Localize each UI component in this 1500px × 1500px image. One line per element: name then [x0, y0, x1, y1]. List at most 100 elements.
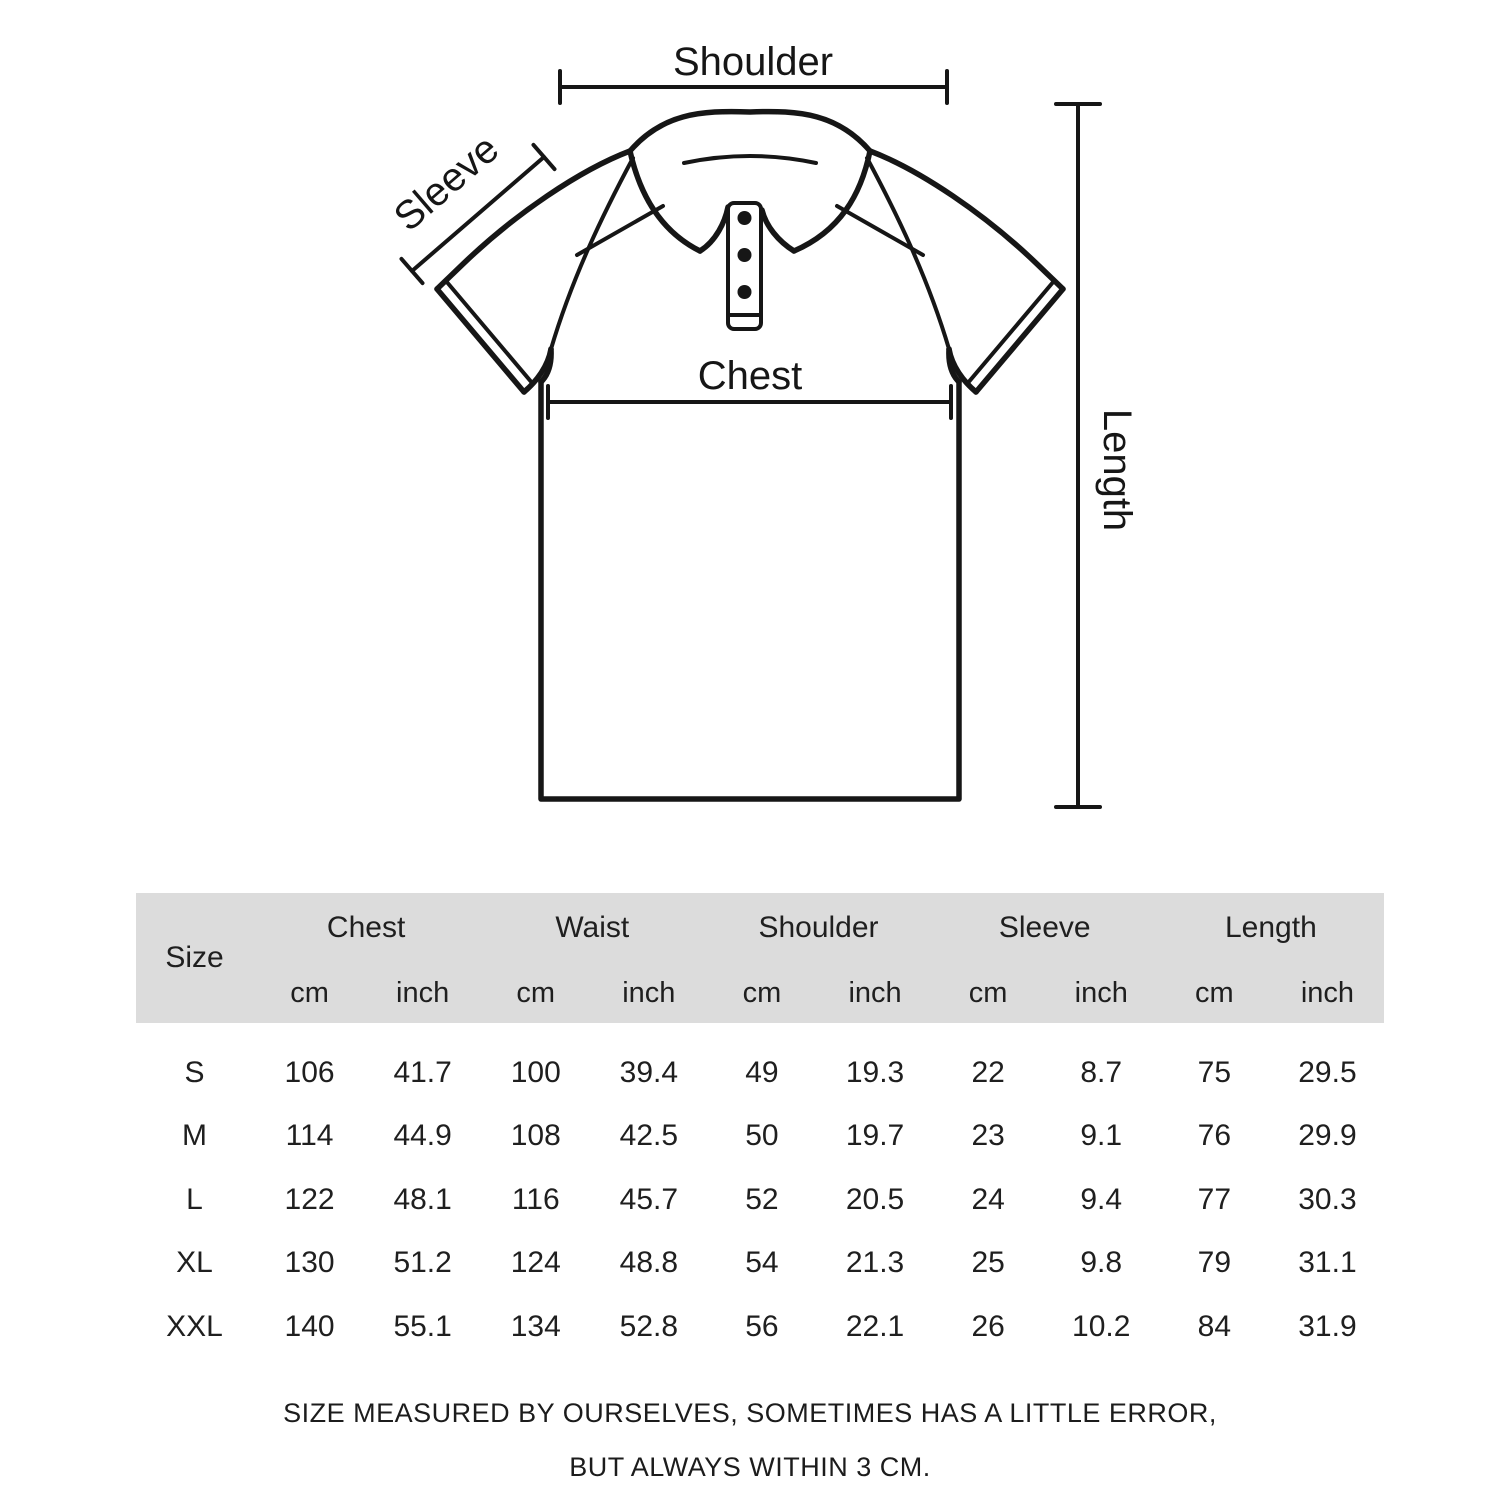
- sleeve-inch: 9.4: [1080, 1182, 1123, 1216]
- unit-header-chest-inch: inch: [396, 976, 450, 1009]
- size-value: L: [186, 1182, 203, 1216]
- table-row-xl: XL 130 51.2 124 48.8 54 21.3 25 9.8 79 3…: [136, 1232, 1384, 1296]
- sleeve-cm: 23: [971, 1119, 1005, 1153]
- disclaimer-line-1: SIZE MEASURED BY OURSELVES, SOMETIMES HA…: [283, 1398, 1217, 1428]
- right-collar-flap-inner: [759, 207, 797, 254]
- chest-inch: 48.1: [393, 1182, 452, 1216]
- waist-cm: 134: [510, 1309, 561, 1343]
- button-top: [737, 211, 752, 225]
- length-inch: 30.3: [1298, 1182, 1357, 1216]
- chest-inch: 55.1: [393, 1309, 452, 1343]
- left-collar-flap-inner: [697, 204, 731, 254]
- shoulder-inch: 19.7: [845, 1119, 905, 1153]
- polo-shirt-diagram: Shoulder Chest Length Sleeve: [386, 40, 1139, 809]
- waist-inch: 39.4: [619, 1055, 679, 1089]
- size-value: M: [182, 1119, 207, 1153]
- chest-dimension-line: [546, 384, 953, 420]
- button-middle: [737, 248, 752, 262]
- shoulder-inch: 22.1: [845, 1309, 905, 1343]
- sleeve-inch: 9.8: [1080, 1246, 1123, 1280]
- right-raglan-seam: [835, 204, 925, 257]
- unit-header-shoulder-cm: cm: [742, 976, 782, 1009]
- size-value: S: [184, 1055, 205, 1089]
- unit-header-sleeve-inch: inch: [1074, 976, 1128, 1009]
- sleeve-inch: 10.2: [1072, 1309, 1131, 1343]
- length-cm: 77: [1197, 1182, 1232, 1216]
- length-inch: 31.1: [1298, 1246, 1357, 1280]
- left-sleeve-outer-edge: [434, 148, 633, 292]
- chest-inch: 41.7: [393, 1055, 452, 1089]
- shoulder-cm: 50: [745, 1119, 779, 1153]
- column-header-shoulder: Shoulder: [758, 911, 879, 944]
- column-header-size: Size: [165, 941, 224, 974]
- sleeve-inch: 9.1: [1080, 1119, 1123, 1153]
- chest-cm: 140: [284, 1309, 335, 1343]
- sleeve-cm: 22: [971, 1055, 1005, 1089]
- column-header-waist: Waist: [555, 911, 630, 944]
- length-cm: 84: [1197, 1309, 1232, 1343]
- left-raglan-seam: [575, 204, 665, 257]
- length-dimension-line: [1054, 102, 1102, 809]
- disclaimer-line-2: BUT ALWAYS WITHIN 3 CM.: [569, 1452, 931, 1482]
- sleeve-label: Sleeve: [386, 127, 507, 240]
- left-armpit-curve: [538, 346, 554, 385]
- left-cuff-inner-line: [444, 279, 535, 386]
- table-row-s: S 106 41.7 100 39.4 49 19.3 22 8.7 75 29…: [136, 1041, 1384, 1105]
- shoulder-inch: 21.3: [845, 1246, 905, 1280]
- waist-cm: 100: [510, 1055, 561, 1089]
- chest-cm: 106: [284, 1055, 335, 1089]
- waist-cm: 108: [510, 1119, 561, 1153]
- size-value: XXL: [166, 1309, 223, 1343]
- shoulder-cm: 56: [745, 1309, 779, 1343]
- right-sleeve-outer-edge: [867, 148, 1066, 292]
- length-inch: 31.9: [1298, 1309, 1357, 1343]
- chest-label: Chest: [698, 354, 803, 398]
- waist-inch: 48.8: [619, 1246, 679, 1280]
- length-cm: 79: [1197, 1246, 1232, 1280]
- length-inch: 29.5: [1298, 1055, 1357, 1089]
- shirt-body-outline: [538, 379, 962, 802]
- collar-back-fold-line: [682, 154, 818, 165]
- right-cuff-inner-line: [965, 279, 1056, 386]
- unit-header-waist-cm: cm: [516, 976, 556, 1009]
- size-value: XL: [176, 1246, 213, 1280]
- waist-inch: 52.8: [619, 1309, 679, 1343]
- unit-header-sleeve-cm: cm: [968, 976, 1008, 1009]
- sleeve-inch: 8.7: [1080, 1055, 1123, 1089]
- shoulder-label: Shoulder: [673, 40, 833, 84]
- placket: [726, 201, 763, 331]
- waist-cm: 124: [510, 1246, 561, 1280]
- waist-inch: 45.7: [619, 1182, 679, 1216]
- shoulder-cm: 49: [745, 1055, 779, 1089]
- chest-inch: 51.2: [393, 1246, 452, 1280]
- right-armpit-curve: [946, 346, 962, 385]
- waist-inch: 42.5: [619, 1119, 679, 1153]
- button-bottom: [737, 285, 752, 299]
- size-table: Size Chest Waist Shoulder Sleeve Length …: [136, 893, 1384, 1359]
- chest-cm: 114: [285, 1119, 334, 1153]
- unit-header-waist-inch: inch: [622, 976, 676, 1009]
- sleeve-dimension-line: [399, 142, 557, 286]
- chest-cm: 122: [284, 1182, 335, 1216]
- sleeve-cm: 24: [971, 1182, 1005, 1216]
- unit-header-length-cm: cm: [1195, 976, 1234, 1009]
- sleeve-cm: 25: [971, 1246, 1005, 1280]
- column-header-length: Length: [1225, 911, 1317, 944]
- size-table-body: S 106 41.7 100 39.4 49 19.3 22 8.7 75 29…: [136, 1023, 1384, 1359]
- length-cm: 75: [1197, 1055, 1232, 1089]
- size-table-header: Size Chest Waist Shoulder Sleeve Length …: [136, 893, 1384, 1023]
- chest-cm: 130: [284, 1246, 335, 1280]
- right-collar-flap-outer: [791, 148, 873, 254]
- table-row-m: M 114 44.9 108 42.5 50 19.7 23 9.1 76 29…: [136, 1105, 1384, 1169]
- shoulder-cm: 52: [745, 1182, 779, 1216]
- column-header-chest: Chest: [326, 911, 406, 944]
- table-row-l: L 122 48.1 116 45.7 52 20.5 24 9.4 77 30…: [136, 1168, 1384, 1232]
- unit-header-chest-cm: cm: [290, 976, 329, 1009]
- length-label: Length: [1095, 409, 1139, 531]
- sleeve-cm: 26: [971, 1309, 1005, 1343]
- waist-cm: 116: [511, 1182, 560, 1216]
- table-row-xxl: XXL 140 55.1 134 52.8 56 22.1 26 10.2 84…: [136, 1295, 1384, 1359]
- collar-top-edge: [627, 108, 873, 154]
- right-cuff-outer-line: [973, 286, 1066, 395]
- length-inch: 29.9: [1298, 1119, 1357, 1153]
